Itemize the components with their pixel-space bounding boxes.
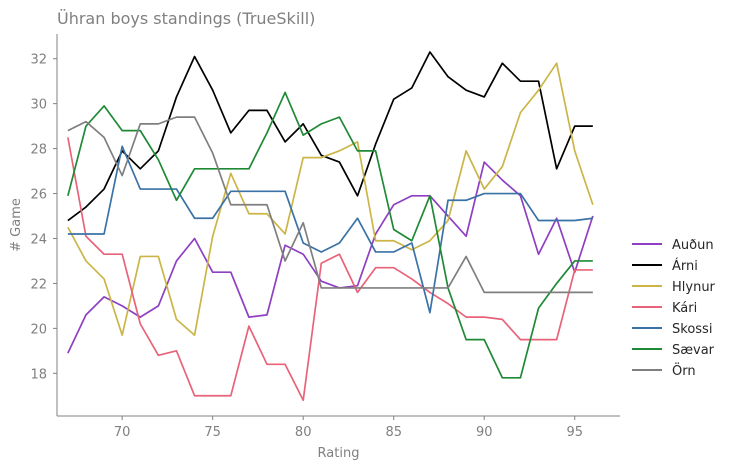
x-axis-label: Rating bbox=[318, 446, 360, 461]
x-tick-label: 85 bbox=[385, 425, 402, 440]
x-tick-label: 70 bbox=[114, 425, 131, 440]
chart-title: Ühran boys standings (TrueSkill) bbox=[57, 9, 316, 28]
y-tick-label: 26 bbox=[30, 188, 47, 203]
y-axis-label: # Game bbox=[9, 198, 24, 252]
legend-label-s-var: Sævar bbox=[672, 343, 715, 358]
axes: 70 75 80 85 90 95 18 20 22 24 26 28 30 32 Rating # Game bbox=[9, 34, 620, 461]
legend-label-hlynur: Hlynur bbox=[672, 280, 716, 295]
x-tick-label: 75 bbox=[204, 425, 221, 440]
legend-label-o-rn: Örn bbox=[672, 362, 696, 379]
x-tick-label: 90 bbox=[476, 425, 493, 440]
legend-label-a-rni: Árni bbox=[672, 258, 698, 274]
series-line-o-rn bbox=[67, 116, 593, 294]
y-tick-label: 28 bbox=[30, 143, 47, 158]
x-tick-label: 80 bbox=[295, 425, 312, 440]
legend-label-au-un: Auðun bbox=[672, 238, 714, 253]
legend-label-ka-ri: Kári bbox=[672, 301, 697, 316]
series-line-hlynur bbox=[67, 62, 594, 336]
y-tick-label: 30 bbox=[30, 98, 47, 113]
legend-label-skossi: Skossi bbox=[672, 322, 712, 337]
y-tick-label: 24 bbox=[30, 232, 47, 247]
series-line-s-var bbox=[67, 91, 593, 379]
legend: Auðun Árni Hlynur Kári Skossi Sævar Örn bbox=[632, 238, 716, 379]
x-tick-label: 95 bbox=[566, 425, 583, 440]
series-layer bbox=[67, 51, 594, 402]
series-line-ka-ri bbox=[67, 137, 593, 402]
series-line-skossi bbox=[67, 145, 593, 314]
series-line-a-rni bbox=[67, 51, 593, 222]
series-line-au-un bbox=[67, 161, 594, 354]
y-tick-label: 22 bbox=[30, 277, 47, 292]
y-tick-label: 32 bbox=[30, 53, 47, 68]
y-tick-label: 18 bbox=[30, 367, 47, 382]
y-tick-label: 20 bbox=[30, 322, 47, 337]
